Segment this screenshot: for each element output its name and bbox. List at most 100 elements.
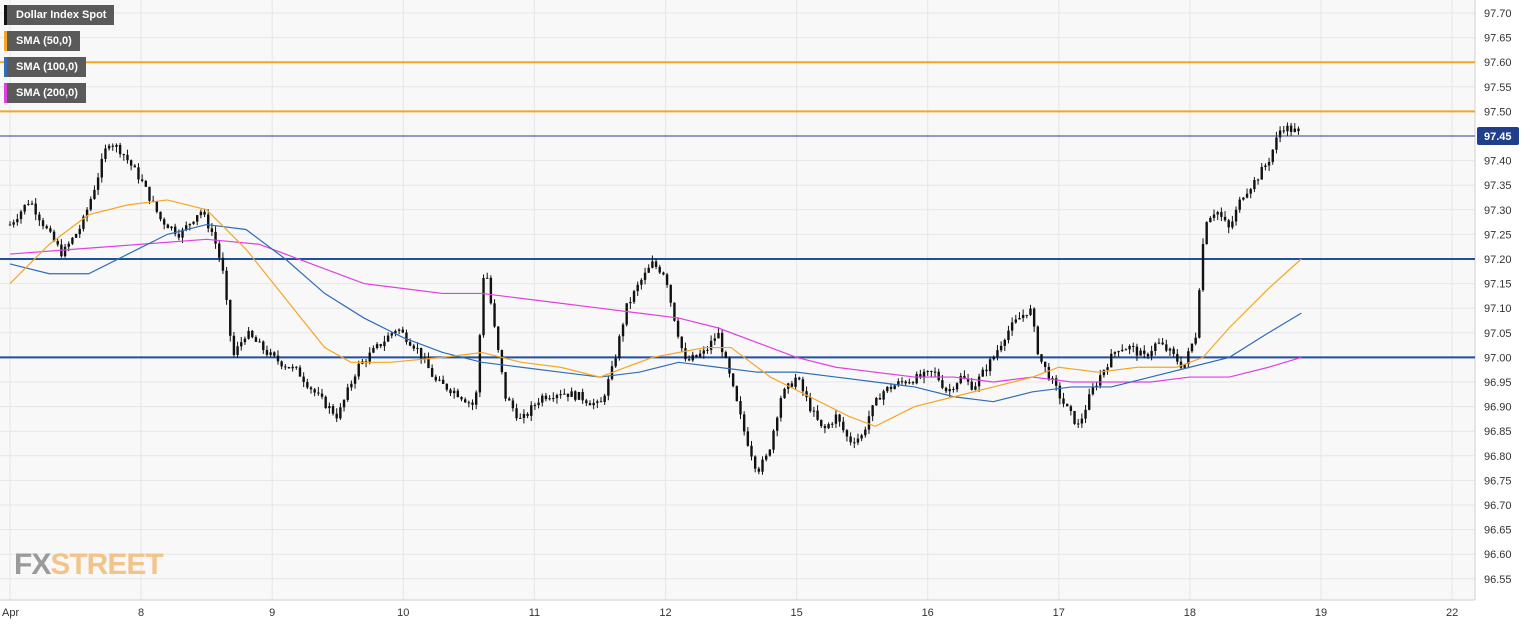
candle-body	[669, 284, 672, 303]
candle-body	[798, 377, 801, 380]
candle-body	[85, 209, 89, 217]
candle-body	[842, 421, 845, 431]
candle-body	[52, 231, 56, 242]
candle-body	[959, 375, 962, 384]
legend-item-sma-50[interactable]: SMA (50,0)	[4, 31, 80, 51]
candle-body	[1264, 165, 1267, 168]
candle-body	[856, 438, 860, 443]
candle-body	[1040, 354, 1043, 362]
candle-body	[1275, 137, 1278, 150]
candle-body	[1278, 130, 1282, 138]
candle-body	[111, 145, 114, 147]
candle-body	[1018, 317, 1021, 320]
candle-body	[350, 383, 353, 388]
candle-body	[897, 381, 900, 386]
candle-body	[834, 414, 838, 424]
candle-body	[1117, 351, 1120, 353]
legend-item-sma-200[interactable]: SMA (200,0)	[4, 83, 86, 103]
candle-body	[919, 374, 922, 378]
candle-body	[886, 386, 889, 392]
candle-body	[820, 419, 823, 426]
candle-body	[1029, 308, 1032, 315]
candle-body	[368, 352, 371, 362]
candle-body	[753, 456, 757, 469]
candle-body	[357, 363, 360, 377]
candle-body	[970, 381, 973, 390]
legend-item-sma-100[interactable]: SMA (100,0)	[4, 57, 86, 77]
candle-body	[1121, 349, 1124, 352]
candle-body	[555, 394, 559, 399]
legend-label: SMA (100,0)	[16, 61, 78, 73]
candle-body	[544, 395, 548, 400]
candle-body	[1124, 349, 1128, 351]
legend-item-dollar-index[interactable]: Dollar Index Spot	[4, 5, 115, 25]
candle-body	[269, 352, 272, 355]
candle-body	[629, 301, 632, 304]
candle-body	[636, 284, 639, 292]
candle-body	[177, 233, 181, 238]
candle-body	[511, 400, 515, 409]
candle-body	[1069, 406, 1073, 411]
candle-body	[8, 224, 12, 226]
candle-body	[915, 374, 918, 384]
candle-body	[346, 387, 349, 400]
candle-body	[570, 391, 573, 397]
candle-body	[724, 352, 728, 359]
candle-body	[96, 177, 100, 190]
candle-body	[687, 359, 691, 361]
candle-body	[757, 468, 761, 472]
candle-body	[379, 344, 382, 347]
candle-body	[1183, 363, 1186, 368]
candle-body	[882, 391, 885, 400]
x-tick-label: 15	[790, 607, 802, 619]
candle-body	[408, 342, 412, 346]
candle-body	[735, 386, 739, 401]
candle-body	[324, 396, 327, 409]
candle-body	[838, 414, 841, 422]
candle-body	[430, 368, 434, 377]
candle-body	[196, 215, 199, 222]
candle-body	[192, 221, 195, 224]
candle-body	[1010, 322, 1014, 331]
candle-body	[709, 340, 713, 350]
candle-body	[1198, 290, 1201, 338]
candle-body	[651, 261, 654, 268]
candle-body	[155, 201, 159, 212]
candle-body	[988, 359, 992, 372]
candle-body	[1297, 128, 1300, 132]
candle-body	[592, 402, 595, 406]
candle-body	[889, 386, 893, 390]
candle-body	[904, 381, 907, 384]
candle-body	[122, 154, 125, 156]
candle-body	[1245, 193, 1249, 198]
candle-body	[1231, 221, 1234, 228]
candle-body	[236, 346, 239, 355]
candle-body	[38, 214, 41, 221]
candle-body	[115, 144, 118, 147]
candle-body	[941, 380, 944, 388]
candle-body	[166, 224, 170, 229]
x-tick-label: 17	[1053, 607, 1065, 619]
candle-body	[1021, 314, 1025, 318]
candle-body	[864, 429, 867, 436]
sma-50-line	[9, 199, 1302, 427]
candle-body	[126, 154, 129, 161]
candle-body	[229, 299, 232, 336]
candle-body	[225, 270, 228, 300]
candle-body	[853, 442, 856, 444]
candle-body	[148, 186, 151, 201]
candle-body	[563, 393, 566, 395]
candle-body	[552, 398, 555, 400]
candle-body	[1154, 343, 1157, 351]
candle-body	[184, 225, 188, 230]
candle-body	[974, 386, 977, 390]
candle-body	[309, 387, 313, 390]
candle-body	[401, 329, 404, 333]
y-tick-label: 97.50	[1484, 106, 1512, 118]
candle-body	[1179, 361, 1183, 368]
candle-body	[416, 347, 419, 349]
candle-body	[930, 370, 933, 372]
logo-street: STREET	[50, 548, 163, 581]
